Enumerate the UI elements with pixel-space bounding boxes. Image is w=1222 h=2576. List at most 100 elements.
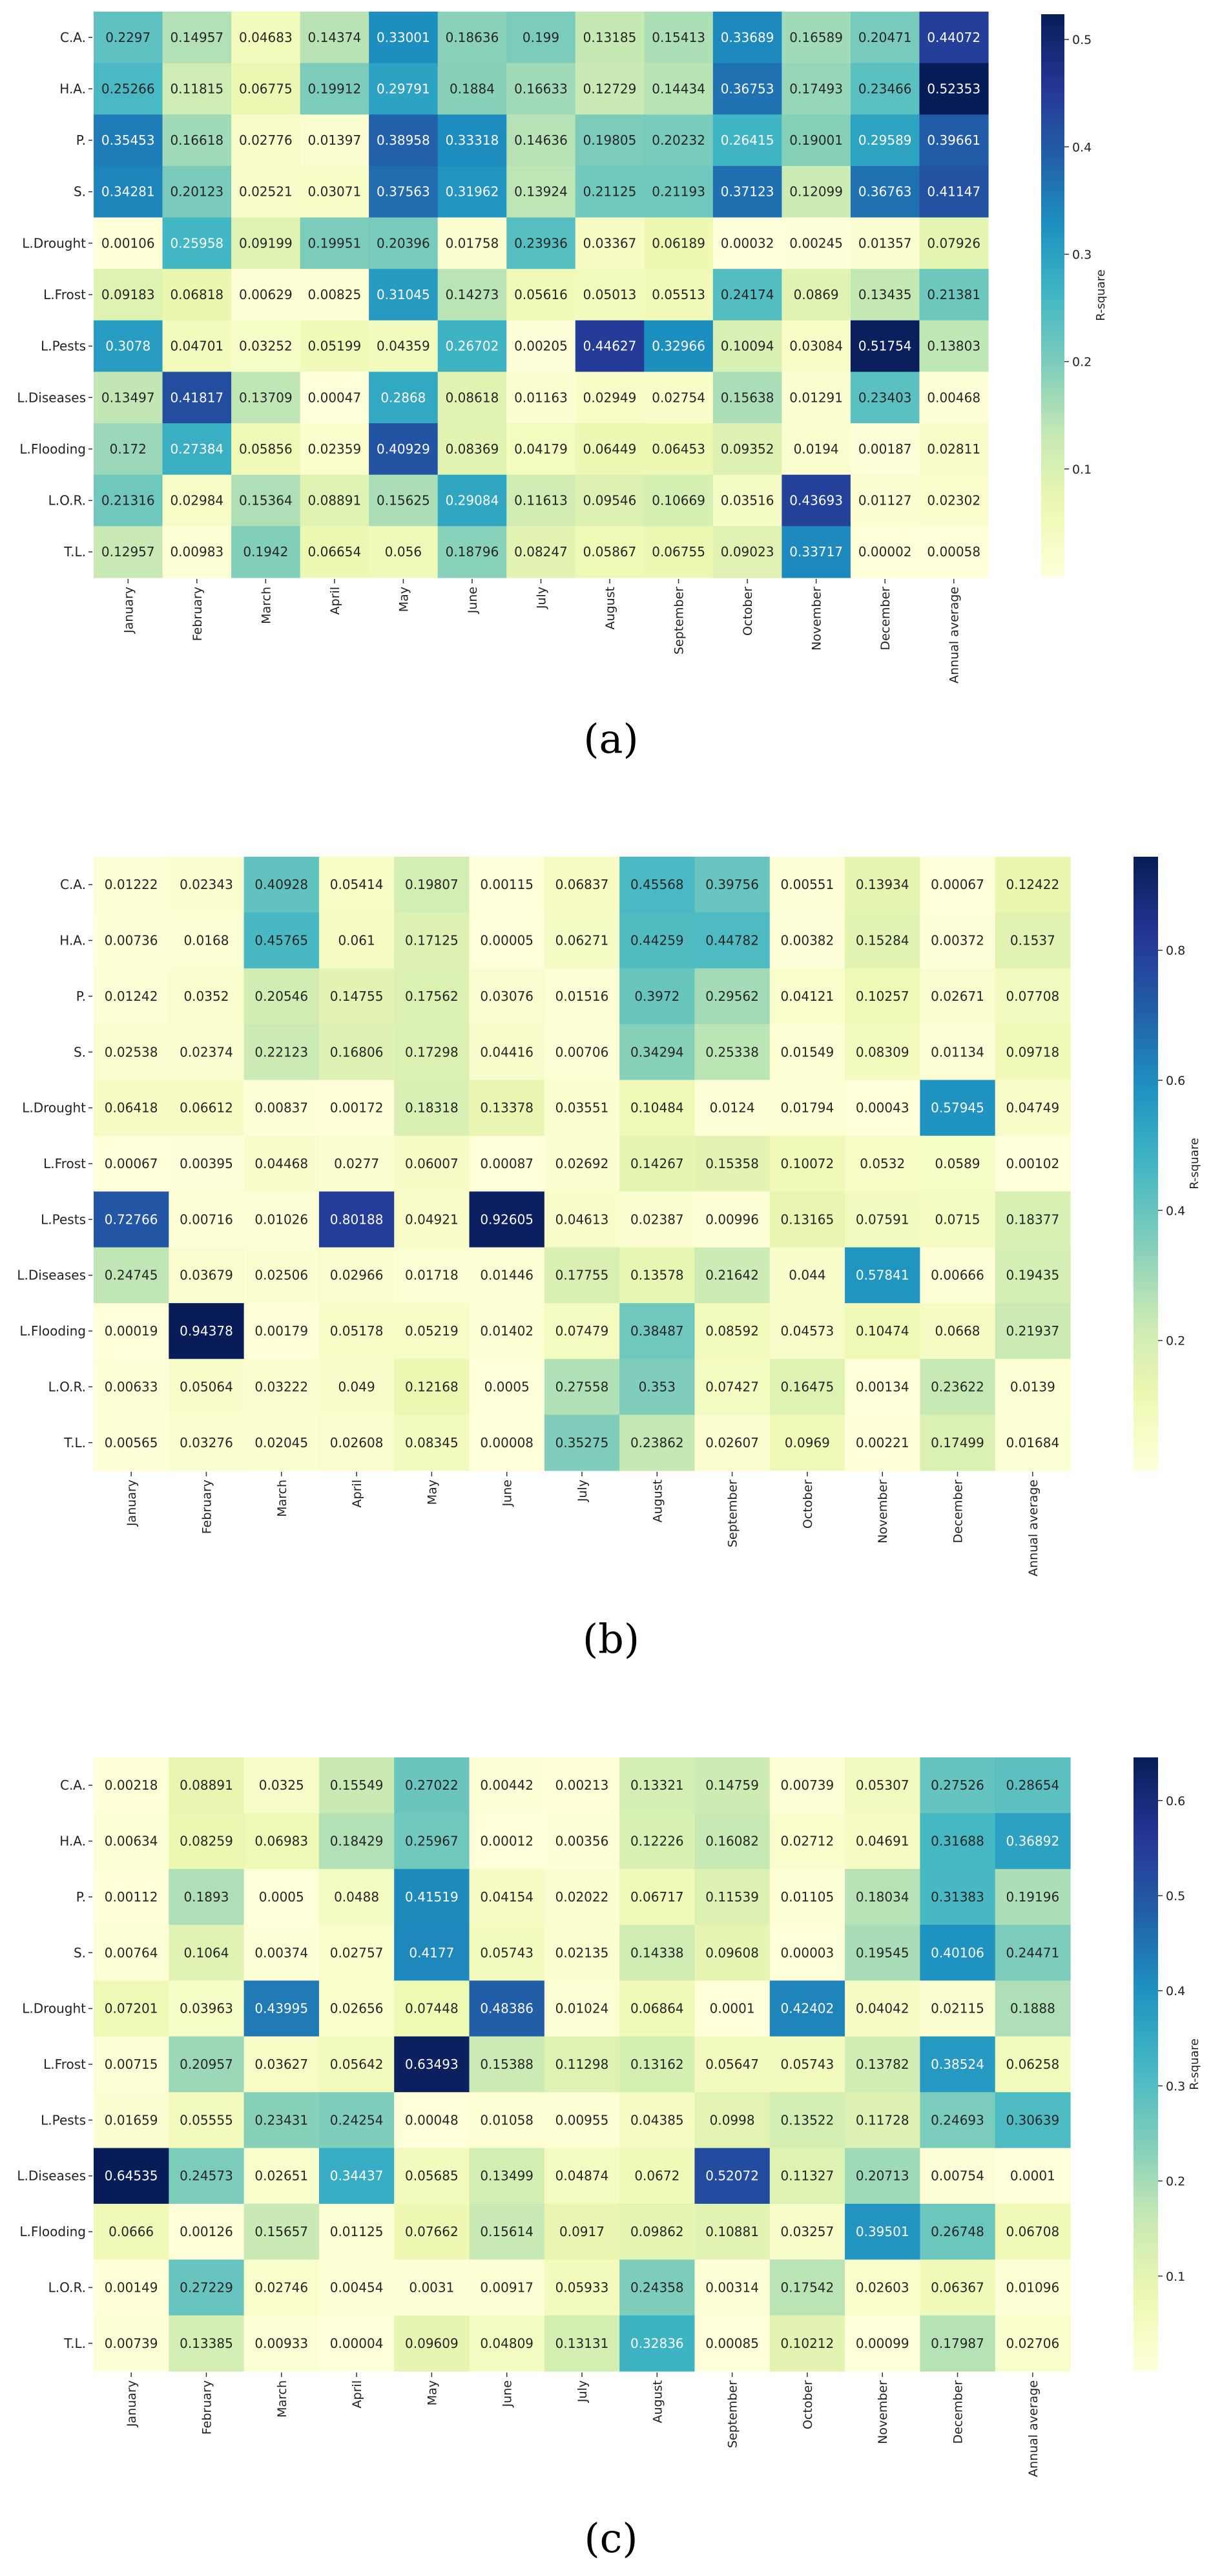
cell-value-label: 0.16475 — [781, 1379, 834, 1394]
heatmap-cell — [769, 1925, 845, 1982]
cell-value-label: 0.03367 — [583, 235, 637, 251]
column-label: September — [726, 1480, 740, 1547]
cell-value-label: 0.00002 — [858, 544, 912, 560]
cell-value-label: 0.01242 — [105, 989, 158, 1004]
heatmap-cell — [169, 1135, 245, 1192]
heatmap-cell — [243, 1024, 320, 1081]
heatmap-cell — [318, 1247, 395, 1304]
heatmap-cell — [169, 1191, 245, 1248]
heatmap-cell — [394, 1247, 470, 1304]
cell-value-label: 0.13499 — [480, 2168, 533, 2184]
panel-caption: (b) — [583, 1615, 639, 1662]
cell-value-label: 0.17987 — [931, 2336, 984, 2351]
cell-value-label: 0.04042 — [856, 2001, 909, 2016]
cell-value-label: 0.01659 — [105, 2112, 158, 2128]
cell-value-label: 0.13578 — [630, 1268, 684, 1283]
column-label: May — [425, 2380, 439, 2405]
cell-value-label: 0.02656 — [330, 2001, 384, 2016]
cell-value-label: 0.20546 — [254, 989, 308, 1004]
cell-value-label: 0.19196 — [1006, 1889, 1059, 1905]
heatmap-cell — [619, 1024, 696, 1081]
heatmap-cell — [243, 1303, 320, 1359]
heatmap-cell — [575, 269, 645, 321]
cell-value-label: 0.049 — [338, 1379, 375, 1394]
heatmap-cell — [995, 1024, 1071, 1081]
heatmap-cell — [782, 114, 851, 167]
heatmap-cell — [619, 1191, 696, 1248]
cell-value-label: 0.17542 — [781, 2279, 834, 2295]
cell-value-label: 0.00115 — [480, 877, 533, 892]
heatmap-cell — [94, 2092, 169, 2149]
heatmap-cell — [850, 165, 920, 218]
heatmap-cell — [300, 320, 369, 373]
cell-value-label: 0.33689 — [721, 30, 774, 45]
cell-value-label: 0.14755 — [330, 989, 384, 1004]
cell-value-label: 0.02754 — [652, 390, 705, 405]
cell-value-label: 0.03963 — [180, 2001, 233, 2016]
heatmap-cell — [394, 1080, 470, 1136]
column-label: November — [810, 587, 824, 651]
cell-value-label: 0.02387 — [630, 1211, 684, 1227]
cell-value-label: 0.01163 — [514, 390, 568, 405]
heatmap-cell — [506, 320, 576, 373]
cell-value-label: 0.0001 — [1010, 2168, 1055, 2184]
cell-value-label: 0.45568 — [630, 877, 684, 892]
heatmap-cell — [920, 1080, 996, 1136]
heatmap-cell — [318, 1080, 395, 1136]
heatmap-cell — [469, 1757, 545, 1814]
heatmap-cell — [845, 1813, 920, 1870]
cell-value-label: 0.00126 — [180, 2224, 233, 2239]
cell-value-label: 0.04573 — [781, 1323, 834, 1339]
heatmap-cell — [169, 2036, 245, 2093]
cell-value-label: 0.00005 — [480, 933, 533, 948]
column-label: October — [801, 2380, 815, 2429]
heatmap-cell — [619, 857, 696, 913]
column-label: October — [741, 587, 755, 636]
heatmap-cell — [769, 2092, 845, 2149]
heatmap-cell — [694, 1813, 771, 1870]
heatmap-cell — [94, 1980, 169, 2037]
cell-value-label: 0.44627 — [583, 339, 637, 354]
heatmap-cell — [94, 1247, 169, 1304]
heatmap-cell — [769, 1869, 845, 1925]
heatmap-cell — [919, 165, 989, 218]
row-label: S. — [74, 1945, 86, 1960]
cell-value-label: 0.10094 — [721, 339, 774, 354]
cell-value-label: 0.199 — [523, 30, 559, 45]
cell-value-label: 0.20123 — [170, 184, 223, 200]
heatmap-cell — [394, 1869, 470, 1925]
heatmap-cell — [318, 1813, 395, 1870]
cell-value-label: 0.06864 — [630, 2001, 684, 2016]
cell-value-label: 0.08891 — [180, 1777, 233, 1793]
column-label: March — [259, 587, 273, 624]
cell-value-label: 0.05064 — [180, 1379, 233, 1394]
heatmap-cell — [437, 165, 507, 218]
column-label: December — [951, 2380, 966, 2444]
cell-value-label: 0.02302 — [927, 493, 980, 508]
cell-value-label: 0.00374 — [254, 1945, 308, 1960]
heatmap-cell — [437, 12, 507, 64]
cell-value-label: 0.01402 — [480, 1323, 533, 1339]
heatmap-cell — [920, 912, 996, 969]
cell-value-label: 0.16633 — [514, 81, 568, 96]
cell-value-label: 0.94378 — [180, 1323, 233, 1339]
cell-value-label: 0.10072 — [781, 1156, 834, 1171]
heatmap-cell — [94, 1757, 169, 1814]
cell-value-label: 0.13131 — [555, 2336, 609, 2351]
heatmap-cell — [369, 12, 439, 64]
heatmap-cell — [575, 114, 645, 167]
heatmap-cell — [243, 1869, 320, 1925]
cell-value-label: 0.08592 — [705, 1323, 759, 1339]
heatmap-cell — [469, 1191, 545, 1248]
cell-value-label: 0.00666 — [931, 1268, 984, 1283]
heatmap-cell — [919, 114, 989, 167]
heatmap-cell — [782, 12, 851, 64]
cell-value-label: 0.03679 — [180, 1268, 233, 1283]
cell-value-label: 0.11815 — [170, 81, 223, 96]
heatmap-cell — [995, 2203, 1071, 2260]
column-label: December — [951, 1480, 966, 1544]
heatmap-cell — [243, 2092, 320, 2149]
cell-value-label: 0.02343 — [180, 877, 233, 892]
cell-value-label: 0.15388 — [480, 2057, 533, 2072]
